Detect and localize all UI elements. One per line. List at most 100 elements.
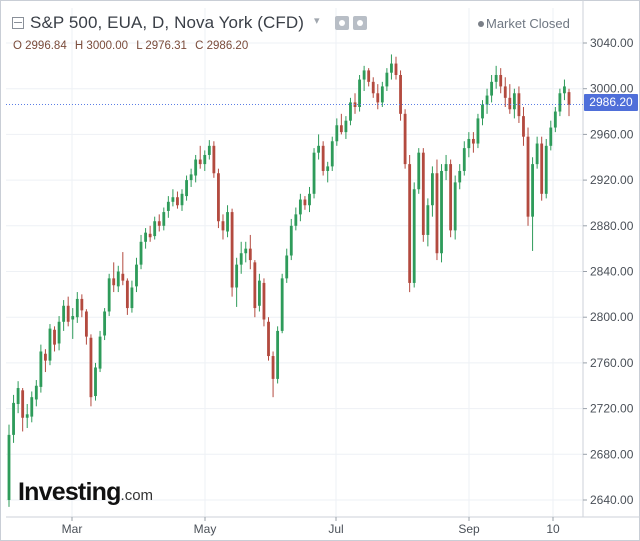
- candle-body: [303, 199, 307, 206]
- settings-icon[interactable]: [335, 16, 349, 30]
- candle-body: [135, 264, 138, 287]
- candle-body: [535, 143, 539, 165]
- ohlc-readout: O 2996.84 H 3000.00 L 2976.31 C 2986.20: [13, 40, 253, 52]
- candle-body: [339, 125, 343, 133]
- market-status-dot: [478, 21, 484, 27]
- candle-body: [431, 173, 434, 206]
- candle-body: [207, 145, 211, 155]
- price-axis-label: 2640.00: [590, 493, 634, 507]
- candle-body: [298, 199, 302, 215]
- candle-body: [394, 63, 398, 75]
- market-status-label: Market Closed: [486, 16, 570, 31]
- candle-body: [262, 282, 266, 320]
- candle-body: [267, 321, 270, 357]
- collapse-icon[interactable]: [12, 17, 24, 29]
- ohlc-close: C 2986.20: [195, 40, 249, 52]
- candle-body: [66, 305, 70, 322]
- candle-body: [490, 81, 494, 96]
- candle-body: [408, 164, 412, 283]
- candle-body: [499, 74, 503, 87]
- gear-icon[interactable]: [353, 16, 367, 30]
- candle-body: [435, 173, 439, 254]
- candle-body: [280, 278, 284, 331]
- candle-body: [116, 271, 120, 287]
- candle-body: [34, 385, 38, 400]
- ohlc-high: H 3000.00: [74, 40, 128, 52]
- price-axis-label: 2720.00: [590, 402, 634, 416]
- candle-body: [194, 159, 198, 176]
- candle-body: [471, 138, 475, 144]
- time-axis-label: May: [194, 522, 217, 536]
- candle-body: [244, 248, 248, 254]
- chevron-down-icon[interactable]: ▾: [314, 15, 320, 27]
- ohlc-low: L 2976.31: [136, 40, 187, 52]
- candle-body: [217, 173, 220, 222]
- candle-body: [481, 104, 484, 119]
- candle-body: [412, 189, 416, 283]
- candle-body: [326, 166, 330, 171]
- price-axis-label: 2680.00: [590, 447, 634, 461]
- candle-body: [148, 233, 152, 238]
- candle-body: [171, 197, 175, 202]
- ohlc-open: O 2996.84: [13, 40, 67, 52]
- candle-body: [421, 152, 425, 235]
- price-axis-label: 2840.00: [590, 265, 634, 279]
- candle-body: [567, 92, 571, 105]
- candle-body: [549, 127, 553, 146]
- candle-body: [180, 193, 184, 206]
- candle-body: [276, 330, 280, 379]
- candle-body: [253, 262, 257, 309]
- candle-body: [512, 93, 516, 110]
- candle-body: [531, 164, 534, 217]
- candle-body: [94, 367, 97, 397]
- candle-body: [371, 81, 375, 94]
- candle-body: [257, 280, 261, 306]
- last-price-badge: 2986.20: [584, 94, 638, 111]
- price-axis-label: 3000.00: [590, 82, 634, 96]
- candle-body: [385, 72, 389, 87]
- candle-body: [294, 214, 298, 226]
- logo-suffix: .com: [120, 487, 154, 504]
- candle-body: [517, 93, 521, 117]
- candle-body: [335, 125, 339, 142]
- candle-body: [330, 141, 334, 167]
- candle-body: [235, 264, 239, 288]
- candle-body: [226, 212, 229, 232]
- candle-body: [57, 321, 61, 344]
- investing-logo: Investing.com: [18, 478, 153, 507]
- candle-body: [289, 225, 293, 256]
- candle-body: [426, 205, 430, 235]
- candle-body: [125, 280, 129, 309]
- candle-body: [458, 170, 462, 183]
- candle-body: [39, 351, 43, 387]
- candle-body: [522, 116, 525, 137]
- candle-body: [189, 174, 193, 181]
- candle-body: [130, 287, 134, 309]
- candle-body: [321, 145, 325, 171]
- logo-main: Investing: [18, 478, 121, 506]
- candle-body: [103, 311, 107, 336]
- candle-body: [25, 414, 29, 418]
- candle-body: [553, 111, 557, 128]
- candle-body: [84, 311, 88, 337]
- candle-body: [503, 86, 507, 98]
- candle-body: [12, 402, 15, 435]
- candle-body: [308, 193, 311, 206]
- candle-body: [403, 113, 407, 165]
- scroll-handle[interactable]: [0, 230, 5, 250]
- candle-body: [362, 70, 366, 80]
- candle-body: [390, 63, 393, 73]
- candle-body: [399, 74, 402, 114]
- candle-body: [563, 86, 566, 94]
- candle-body: [344, 120, 348, 133]
- candle-body: [48, 328, 52, 361]
- candle-body: [98, 336, 102, 369]
- candle-body: [353, 102, 357, 107]
- candle-body: [221, 221, 225, 231]
- candle-body: [21, 390, 25, 418]
- candle-body: [380, 86, 384, 103]
- candle-body: [271, 356, 275, 379]
- candle-body: [558, 93, 562, 112]
- candle-body: [153, 221, 157, 237]
